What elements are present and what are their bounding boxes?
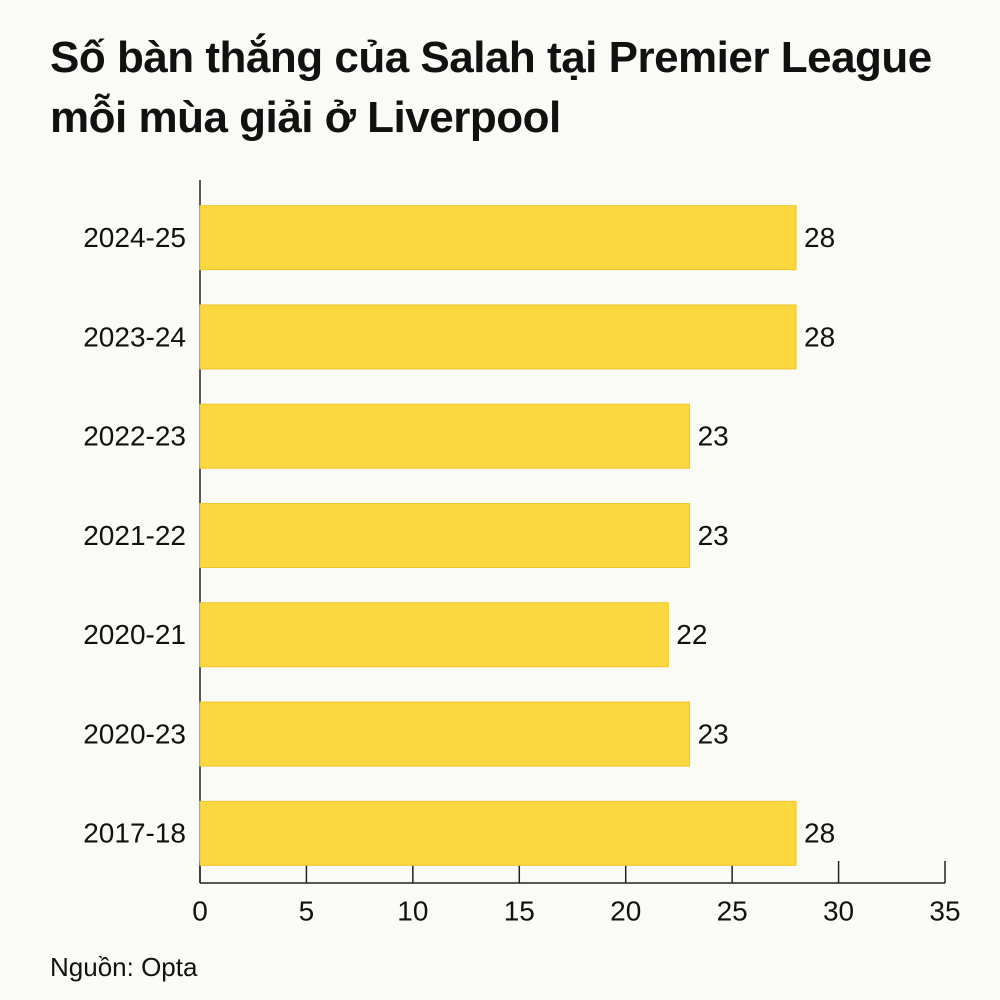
- x-tick-label: 30: [823, 895, 854, 926]
- x-tick-label: 25: [717, 895, 748, 926]
- source-note: Nguồn: Opta: [50, 952, 198, 982]
- x-tick-label: 15: [504, 895, 535, 926]
- x-tick-label: 20: [610, 895, 641, 926]
- bar: [199, 503, 691, 568]
- value-label: 28: [804, 818, 835, 849]
- value-label: 23: [698, 421, 729, 452]
- bar: [199, 304, 797, 370]
- bar: [199, 403, 691, 469]
- x-tick-label: 10: [397, 895, 428, 926]
- y-tick-label: 2024-25: [83, 222, 186, 253]
- y-tick-label: 2020-21: [83, 619, 186, 650]
- x-tick-label: 5: [299, 895, 315, 926]
- bar: [199, 701, 691, 767]
- y-tick-label: 2023-24: [83, 321, 186, 352]
- chart: 0 5 10 15 20 25 30 35 2024-25 28 2023-24 28 2022-23 2…: [83, 180, 961, 926]
- y-tick-label: 2021-22: [83, 520, 186, 551]
- y-tick-label: 2017-18: [83, 818, 186, 849]
- value-label: 23: [698, 520, 729, 551]
- value-label: 22: [676, 619, 707, 650]
- bar: [199, 602, 669, 668]
- x-tick-label: 35: [929, 895, 960, 926]
- y-tick-label: 2020-23: [83, 718, 186, 749]
- x-tick-label: 0: [192, 895, 208, 926]
- value-label: 23: [698, 718, 729, 749]
- value-label: 28: [804, 222, 835, 253]
- bar: [199, 800, 797, 866]
- chart-title: Số bàn thắng của Salah tại Premier Leagu…: [50, 33, 932, 142]
- value-label: 28: [804, 321, 835, 352]
- y-tick-label: 2022-23: [83, 421, 186, 452]
- bar: [199, 205, 797, 271]
